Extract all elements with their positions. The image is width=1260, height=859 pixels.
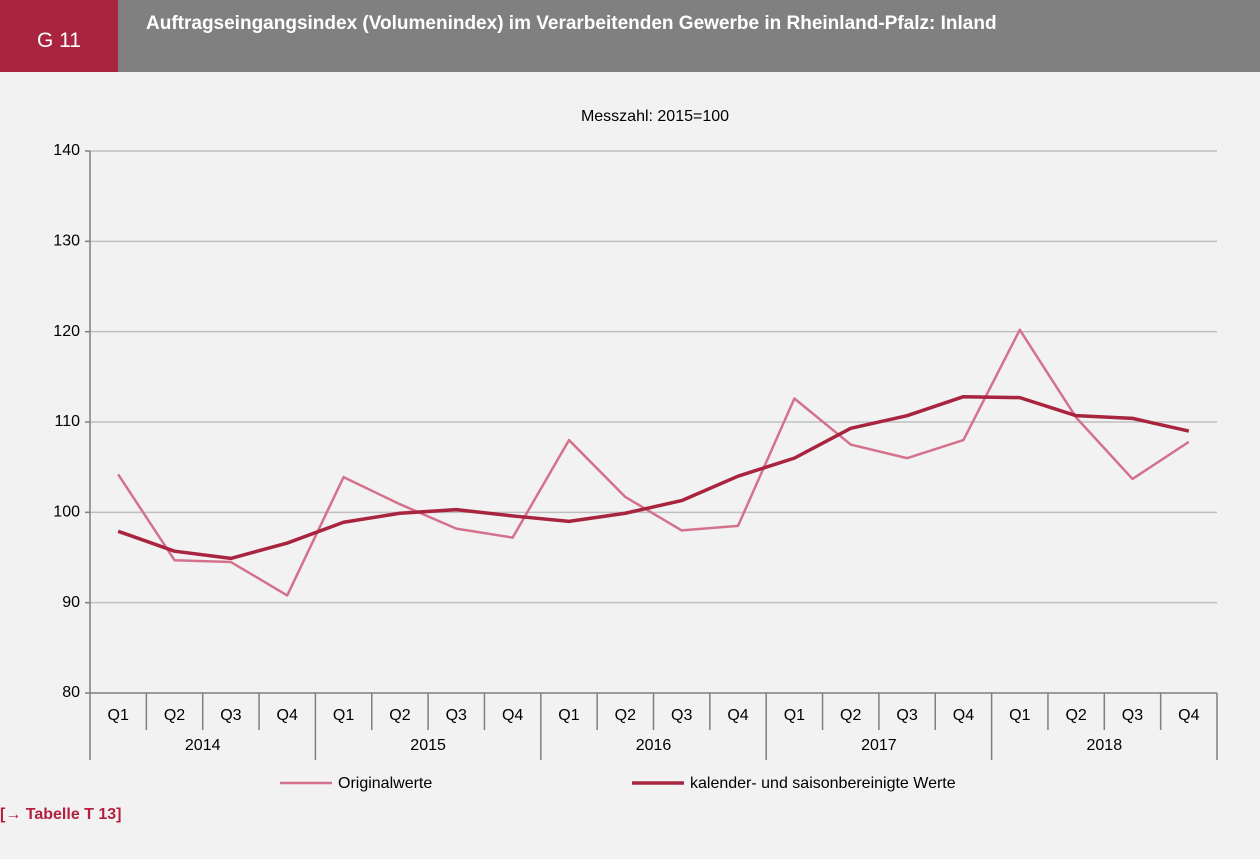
legend-label: Originalwerte [338, 775, 432, 792]
series-line [117, 394, 1190, 561]
x-tick-label: Q1 [1009, 707, 1030, 724]
table-link[interactable]: [→ Tabelle T 13] [0, 806, 122, 823]
x-tick-label: Q3 [896, 707, 917, 724]
x-tick-label: Q1 [558, 707, 579, 724]
x-tick-label: Q2 [1065, 707, 1086, 724]
x-tick-label: Q4 [502, 707, 523, 724]
x-tick-label: Q3 [671, 707, 692, 724]
x-tick-label: Q1 [784, 707, 805, 724]
x-tick-label: Q2 [840, 707, 861, 724]
x-tick-label: Q3 [446, 707, 467, 724]
x-tick-label: Q4 [953, 707, 974, 724]
chart-title: Auftragseingangsindex (Volumenindex) im … [146, 13, 997, 34]
legend-label: kalender- und saisonbereinigte Werte [690, 775, 956, 792]
x-group-label: 2015 [410, 737, 446, 754]
x-tick-label: Q1 [333, 707, 354, 724]
x-tick-label: Q3 [1122, 707, 1143, 724]
y-tick-label: 130 [53, 233, 80, 250]
header: G 11 Auftragseingangsindex (Volumenindex… [0, 0, 1260, 72]
x-group-label: 2018 [1087, 737, 1123, 754]
y-tick-label: 80 [62, 684, 80, 701]
x-tick-label: Q2 [389, 707, 410, 724]
x-group-label: 2014 [185, 737, 221, 754]
x-tick-label: Q4 [1178, 707, 1199, 724]
x-tick-label: Q1 [108, 707, 129, 724]
chart-code: G 11 [0, 0, 118, 72]
x-tick-label: Q2 [164, 707, 185, 724]
x-tick-label: Q4 [277, 707, 298, 724]
x-tick-label: Q4 [727, 707, 748, 724]
series-line [117, 328, 1190, 597]
y-tick-label: 90 [62, 594, 80, 611]
y-tick-label: 120 [53, 323, 80, 340]
x-tick-label: Q3 [220, 707, 241, 724]
x-tick-label: Q2 [615, 707, 636, 724]
chart-subtitle: Messzahl: 2015=100 [581, 108, 729, 125]
x-group-label: 2016 [636, 737, 672, 754]
y-tick-label: 100 [53, 504, 80, 521]
y-tick-label: 110 [54, 413, 80, 430]
x-group-label: 2017 [861, 737, 897, 754]
y-tick-label: 140 [53, 142, 80, 159]
